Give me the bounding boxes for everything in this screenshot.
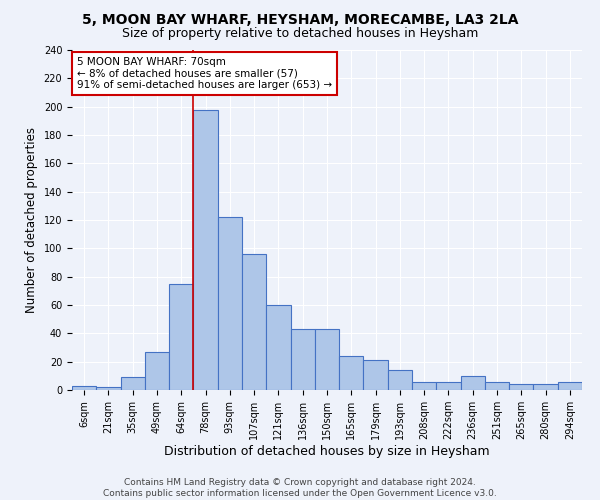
Bar: [558, 382, 582, 390]
Text: 5 MOON BAY WHARF: 70sqm
← 8% of detached houses are smaller (57)
91% of semi-det: 5 MOON BAY WHARF: 70sqm ← 8% of detached…: [77, 57, 332, 90]
Bar: [339, 356, 364, 390]
Bar: [461, 376, 485, 390]
Bar: [169, 284, 193, 390]
Bar: [72, 386, 96, 390]
Bar: [533, 384, 558, 390]
Text: Contains HM Land Registry data © Crown copyright and database right 2024.
Contai: Contains HM Land Registry data © Crown c…: [103, 478, 497, 498]
Bar: [485, 382, 509, 390]
Bar: [266, 305, 290, 390]
Bar: [218, 217, 242, 390]
Bar: [509, 384, 533, 390]
Bar: [145, 352, 169, 390]
Text: Size of property relative to detached houses in Heysham: Size of property relative to detached ho…: [122, 28, 478, 40]
Text: 5, MOON BAY WHARF, HEYSHAM, MORECAMBE, LA3 2LA: 5, MOON BAY WHARF, HEYSHAM, MORECAMBE, L…: [82, 12, 518, 26]
Bar: [315, 329, 339, 390]
Y-axis label: Number of detached properties: Number of detached properties: [25, 127, 38, 313]
Bar: [290, 329, 315, 390]
Bar: [364, 360, 388, 390]
Bar: [193, 110, 218, 390]
Bar: [412, 382, 436, 390]
Bar: [436, 382, 461, 390]
Bar: [242, 254, 266, 390]
Bar: [121, 378, 145, 390]
X-axis label: Distribution of detached houses by size in Heysham: Distribution of detached houses by size …: [164, 445, 490, 458]
Bar: [388, 370, 412, 390]
Bar: [96, 387, 121, 390]
